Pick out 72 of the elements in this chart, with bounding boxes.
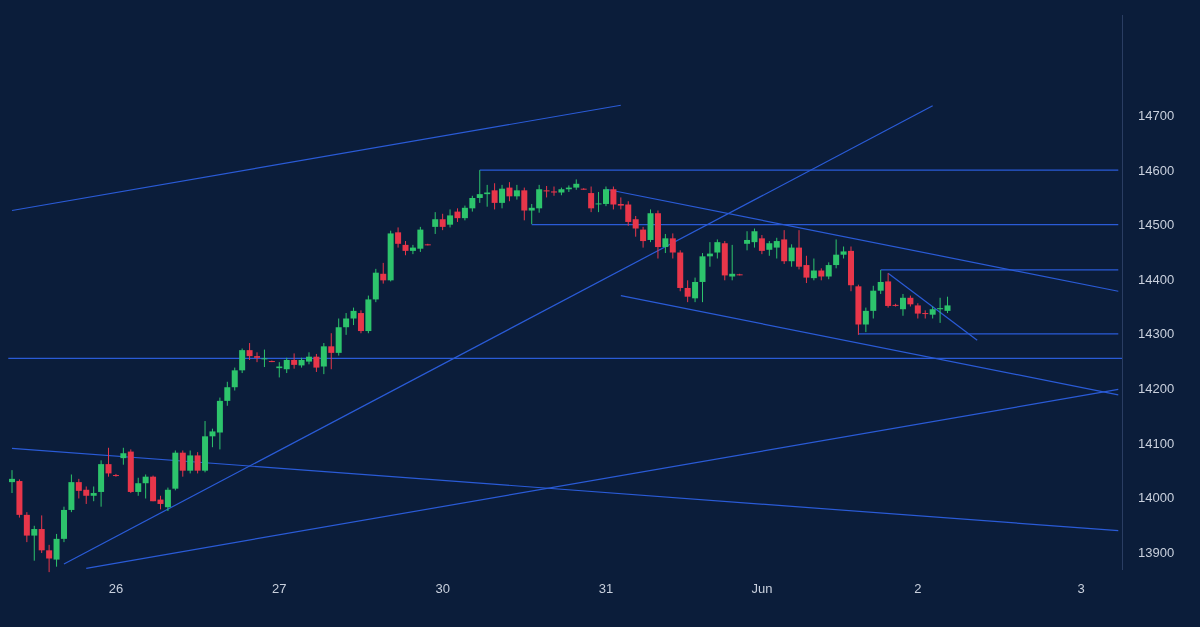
candlestick [105,447,112,478]
candlestick [320,342,327,375]
candlestick [692,277,699,303]
x-tick-label: 27 [272,580,287,596]
candlestick [588,186,595,213]
candlestick [9,469,15,494]
candlestick [31,525,38,562]
x-tick-label: 2 [914,580,922,596]
x-tick-label: Jun [751,580,773,596]
candlestick [640,226,647,249]
candlestick [729,244,736,281]
candlestick [164,487,171,512]
y-tick-label: 14500 [1138,217,1175,233]
candlestick [432,211,439,235]
y-tick-label: 14200 [1138,380,1175,396]
candlestick [291,352,298,370]
candlestick [833,238,840,269]
candlestick [669,232,676,260]
y-tick-label: 14700 [1138,108,1175,124]
y-tick-label: 13900 [1138,544,1175,560]
candlestick [499,184,506,209]
candlestick [810,258,817,281]
x-tick-label: 3 [1077,580,1085,596]
candlestick [684,279,691,303]
candlestick [194,451,201,474]
candlestick [112,473,119,478]
candlestick [781,229,788,265]
candlestick [395,226,402,249]
candlestick [870,285,877,320]
candlestick [328,332,335,370]
candlestick [38,514,45,554]
x-tick-label: 26 [108,580,124,596]
x-tick-label: 30 [435,580,450,596]
candlestick [380,262,387,285]
candlestick [536,184,543,214]
candlestick [224,381,231,407]
candlestick [23,511,30,543]
candlestick [254,351,261,363]
candlestick [528,203,535,225]
candlestick [513,184,520,201]
candlestick [758,234,765,255]
candlestick [476,169,483,204]
candlestick [357,309,364,334]
candlestick [179,450,186,478]
candlestick [714,238,721,260]
candlestick [662,233,669,254]
y-tick-label: 14600 [1138,162,1175,178]
candlestick [53,533,60,568]
candlestick [551,186,558,197]
candlestick [343,312,350,336]
candlestick [491,182,498,210]
candlestick [610,186,617,210]
y-tick-label: 14300 [1138,326,1175,342]
candlestick [187,450,194,474]
candlestick [773,237,780,260]
candlestick [261,349,268,368]
candlestick [239,348,246,374]
candlestick [506,181,513,202]
candlestick [632,215,639,238]
candlestick [231,367,238,391]
y-tick-label: 14400 [1138,271,1175,287]
candlestick [899,293,906,317]
y-tick-label: 14000 [1138,490,1175,506]
candlestick [521,187,528,221]
candlestick [209,428,216,448]
candlestick [862,307,869,333]
candlestick [877,269,884,295]
y-tick-label: 14100 [1138,435,1175,451]
candlestick [788,243,795,268]
x-tick-label: 31 [598,580,614,596]
candlestick [142,474,149,499]
candlestick [46,544,53,573]
